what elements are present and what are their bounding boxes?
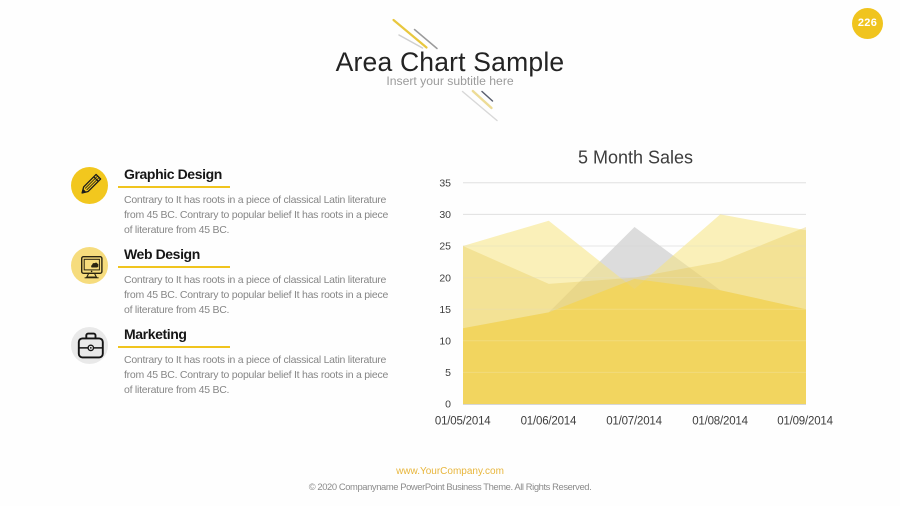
svg-text:01/09/2014: 01/09/2014 [777, 416, 833, 428]
svg-text:01/05/2014: 01/05/2014 [435, 416, 491, 428]
svg-text:35: 35 [439, 178, 451, 190]
svg-text:01/06/2014: 01/06/2014 [521, 416, 577, 428]
svg-text:5 Month Sales: 5 Month Sales [578, 148, 693, 168]
svg-text:01/08/2014: 01/08/2014 [692, 416, 748, 428]
svg-text:30: 30 [439, 209, 451, 221]
svg-text:01/07/2014: 01/07/2014 [606, 416, 662, 428]
svg-text:0: 0 [445, 399, 451, 411]
svg-text:10: 10 [439, 336, 451, 348]
svg-text:15: 15 [439, 304, 451, 316]
svg-text:20: 20 [439, 272, 451, 284]
svg-text:25: 25 [439, 241, 451, 253]
svg-text:5: 5 [445, 367, 451, 379]
